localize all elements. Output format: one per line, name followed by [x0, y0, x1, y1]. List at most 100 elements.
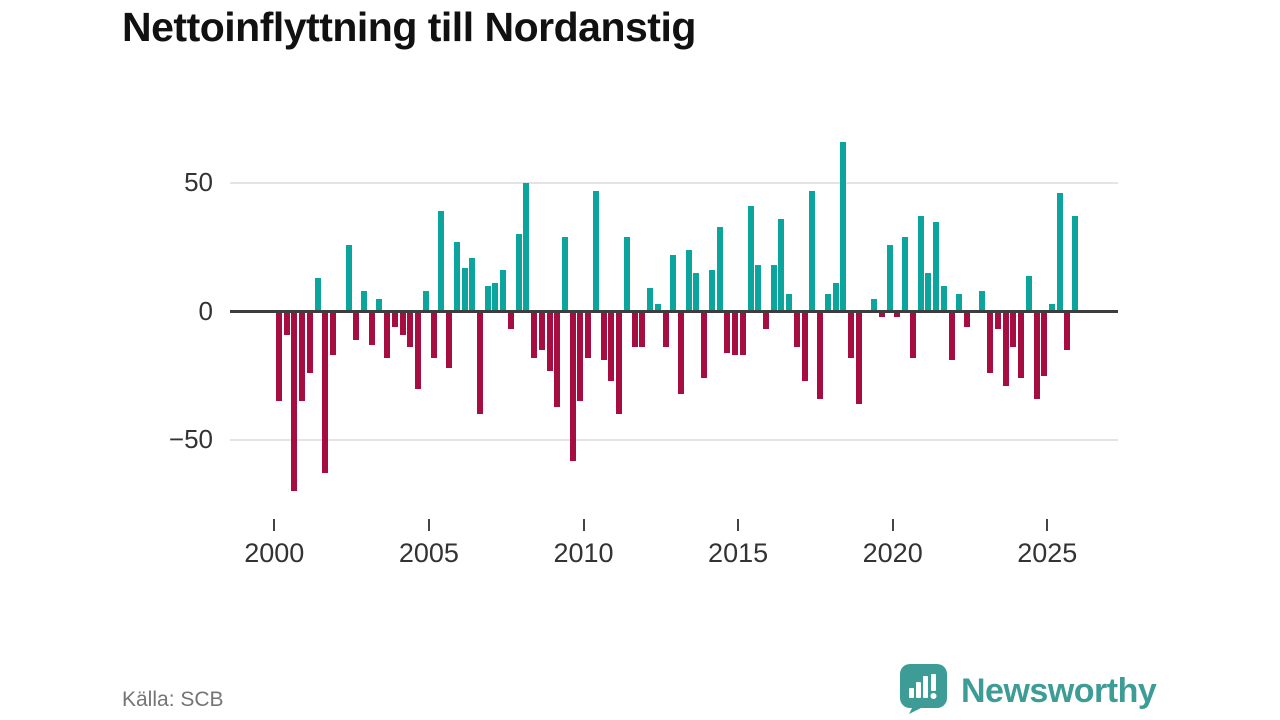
- bar-2012Q1: [647, 288, 654, 312]
- bar-2009Q3: [569, 311, 576, 461]
- zero-axis-line: [230, 310, 1118, 313]
- bar-2023Q3: [1002, 311, 1009, 387]
- bar-2019Q3: [878, 311, 885, 317]
- bar-2011Q1: [616, 311, 623, 415]
- bar-2016Q4: [793, 311, 800, 348]
- plot-area: [230, 130, 1120, 510]
- bar-2014Q1: [708, 270, 715, 312]
- x-axis-label-2020: 2020: [862, 538, 923, 568]
- bar-2008Q2: [531, 311, 538, 358]
- bar-2017Q2: [809, 190, 816, 312]
- bar-2009Q2: [562, 236, 568, 312]
- bar-2014Q3: [724, 311, 731, 353]
- bar-2023Q4: [1010, 311, 1017, 348]
- bar-2012Q4: [670, 254, 677, 312]
- bar-2001Q4: [330, 311, 337, 356]
- chart-title: Nettoinflyttning till Nordanstig: [122, 4, 696, 50]
- bar-2003Q2: [376, 298, 383, 312]
- bar-2006Q2: [469, 257, 476, 312]
- bar-2005Q1: [430, 311, 437, 358]
- bar-2018Q4: [855, 311, 862, 405]
- bar-2006Q3: [476, 311, 483, 415]
- bar-2013Q3: [693, 272, 700, 312]
- bar-2021Q2: [933, 221, 940, 312]
- bar-2001Q2: [314, 278, 321, 312]
- x-tick-2010: [582, 519, 585, 531]
- x-tick-2005: [427, 519, 430, 531]
- bar-2002Q4: [361, 290, 368, 312]
- bar-2016Q3: [786, 293, 793, 312]
- brand-name: Newsworthy: [961, 672, 1157, 710]
- bar-2018Q3: [848, 311, 855, 358]
- bar-2009Q1: [554, 311, 561, 407]
- bar-2018Q1: [832, 283, 839, 312]
- bar-2012Q2: [654, 303, 661, 312]
- bar-2012Q3: [662, 311, 669, 348]
- bar-2013Q1: [677, 311, 684, 394]
- newsworthy-logo-icon: [900, 664, 947, 719]
- x-axis-label-2010: 2010: [553, 538, 614, 568]
- source-label: Källa: SCB: [122, 688, 224, 711]
- bar-2011Q3: [631, 311, 638, 348]
- bar-2006Q4: [484, 285, 491, 312]
- x-axis-label-2005: 2005: [398, 538, 459, 568]
- bar-2005Q3: [446, 311, 453, 369]
- bar-2025Q1: [1049, 303, 1055, 312]
- bar-2024Q1: [1018, 311, 1025, 379]
- bar-2025Q3: [1064, 311, 1071, 351]
- bar-2003Q4: [391, 311, 398, 327]
- x-tick-2020: [891, 519, 894, 531]
- bar-2011Q2: [623, 236, 630, 312]
- bar-2015Q3: [755, 265, 762, 312]
- bar-2024Q2: [1025, 275, 1032, 312]
- y-axis-label-50: 50: [184, 167, 213, 197]
- bar-2003Q1: [368, 311, 375, 345]
- bar-2020Q1: [894, 311, 901, 317]
- bar-2015Q2: [747, 206, 754, 312]
- bar-2007Q3: [507, 311, 514, 330]
- bar-2004Q1: [399, 311, 406, 335]
- bar-2020Q3: [909, 311, 916, 358]
- bar-2025Q2: [1056, 193, 1063, 312]
- bar-2010Q2: [592, 190, 599, 312]
- bar-2010Q1: [585, 311, 592, 358]
- bar-2020Q2: [902, 236, 909, 312]
- bar-2019Q2: [871, 298, 878, 312]
- bar-2000Q1: [276, 311, 282, 402]
- bar-2017Q1: [801, 311, 808, 381]
- bar-2011Q4: [639, 311, 646, 348]
- bar-2023Q1: [987, 311, 994, 374]
- bar-2017Q4: [824, 293, 831, 312]
- x-tick-2025: [1046, 519, 1049, 531]
- bar-2016Q1: [770, 265, 777, 312]
- bar-2007Q1: [492, 283, 499, 312]
- bar-2002Q3: [353, 311, 360, 340]
- bar-2015Q1: [739, 311, 746, 356]
- bar-2022Q2: [963, 311, 970, 327]
- gridline--50: [230, 439, 1118, 441]
- bar-2013Q4: [701, 311, 708, 379]
- bar-2020Q4: [917, 216, 924, 312]
- bar-2000Q4: [299, 311, 306, 402]
- bar-2008Q1: [523, 183, 530, 312]
- bar-2021Q3: [940, 285, 947, 312]
- bar-2005Q4: [453, 242, 460, 312]
- bar-2014Q4: [732, 311, 739, 356]
- x-axis-label-2000: 2000: [244, 538, 305, 568]
- bar-2000Q3: [291, 311, 298, 492]
- bar-2000Q2: [283, 311, 290, 335]
- bar-2006Q1: [461, 267, 468, 312]
- bar-2008Q4: [546, 311, 553, 371]
- bar-2015Q4: [762, 311, 769, 330]
- bar-2001Q1: [306, 311, 313, 374]
- x-axis-label-2015: 2015: [708, 538, 769, 568]
- bar-2003Q3: [384, 311, 391, 358]
- bar-2001Q3: [322, 311, 329, 474]
- bar-2004Q3: [415, 311, 422, 389]
- bar-2022Q1: [956, 293, 963, 312]
- bar-2013Q2: [685, 249, 692, 312]
- brand-footer: Newsworthy: [900, 664, 1157, 719]
- bar-2004Q2: [407, 311, 414, 348]
- bar-2008Q3: [538, 311, 545, 351]
